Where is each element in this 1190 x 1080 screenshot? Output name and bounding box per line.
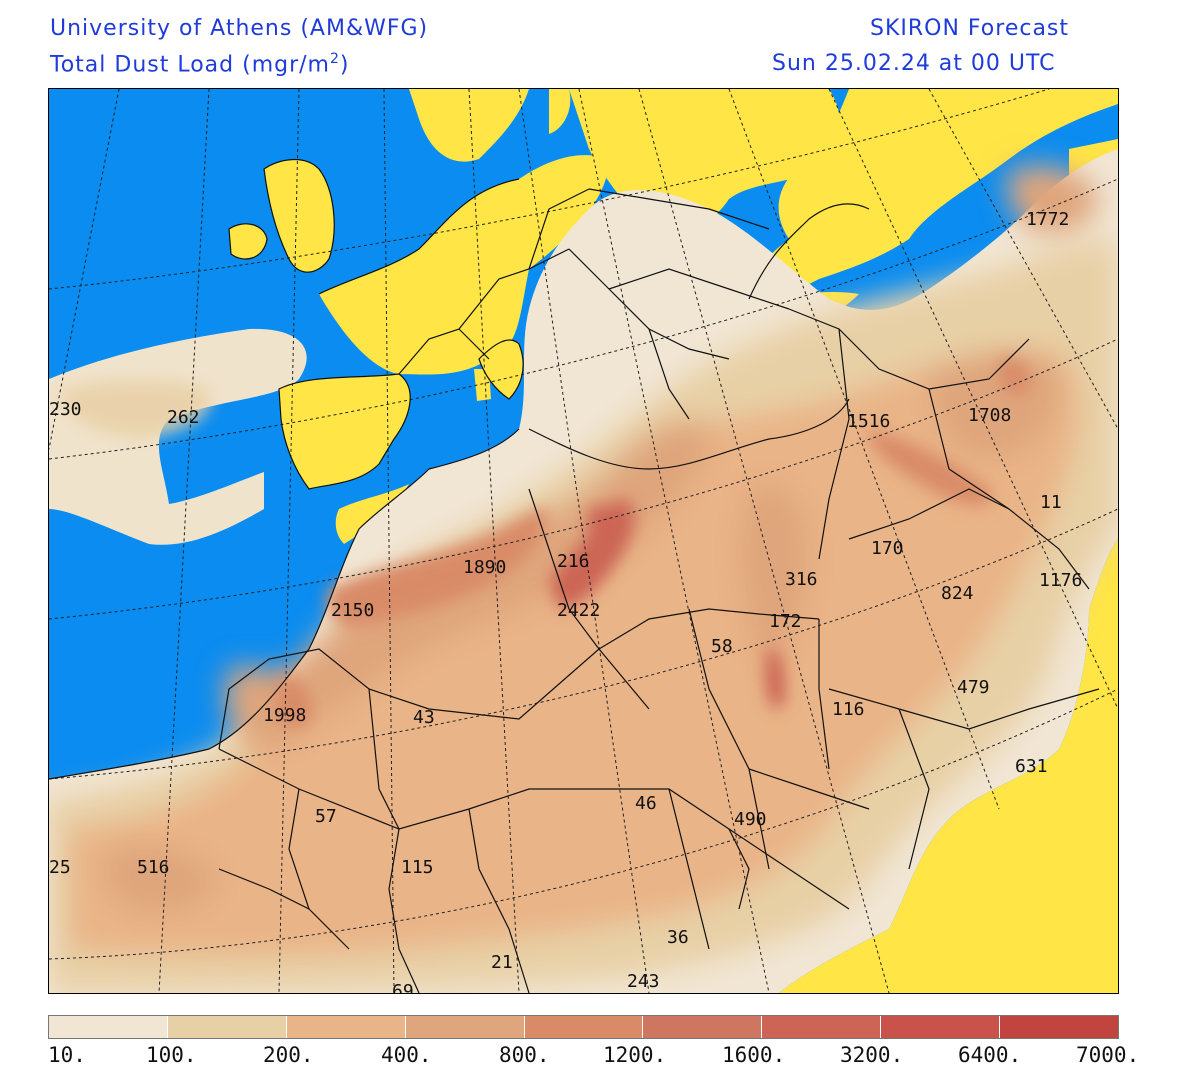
val-243: 243 (627, 971, 660, 992)
val-1998: 1998 (263, 705, 306, 726)
product-title-suffix: ) (339, 52, 350, 78)
legend-swatch-7 (881, 1016, 1001, 1038)
header-model: SKIRON Forecast (870, 16, 1069, 41)
val-516: 516 (137, 857, 170, 878)
valid-time: Sun 25.02.24 at 00 UTC (772, 51, 1056, 76)
val-1772: 1772 (1026, 209, 1069, 230)
val-69: 69 (392, 981, 414, 993)
val-262: 262 (167, 407, 200, 428)
val-58: 58 (711, 636, 733, 657)
legend-label-6400: 6400. (958, 1043, 1022, 1067)
dust-value-labels: 230 262 1772 1516 1708 11 1890 216 170 3… (49, 209, 1082, 993)
val-479: 479 (957, 677, 990, 698)
legend-label-200: 200. (263, 1043, 314, 1067)
val-631: 631 (1015, 756, 1048, 777)
legend-swatch-3 (405, 1016, 525, 1038)
val-116: 116 (832, 699, 865, 720)
val-172: 172 (769, 611, 802, 632)
val-170: 170 (871, 538, 904, 559)
legend-label-1600: 1600. (722, 1043, 786, 1067)
val-21: 21 (491, 952, 513, 973)
country-borders (218, 178, 1100, 993)
dust-load-map: 230 262 1772 1516 1708 11 1890 216 170 3… (48, 88, 1119, 994)
val-230: 230 (49, 399, 82, 420)
org-title: University of Athens (AM&WFG) (50, 16, 429, 41)
legend-swatch-6 (762, 1016, 882, 1038)
legend-label-10: 10. (48, 1043, 86, 1067)
legend-label-100: 100. (146, 1043, 197, 1067)
val-11: 11 (1040, 492, 1062, 513)
atlantic-dust-core (59, 379, 211, 439)
legend-color-bar (48, 1015, 1119, 1039)
map-canvas: 230 262 1772 1516 1708 11 1890 216 170 3… (49, 89, 1118, 993)
legend-label-7000: 7000. (1076, 1043, 1140, 1067)
header-org: University of Athens (AM&WFG) (50, 16, 428, 41)
val-316: 316 (785, 569, 818, 590)
val-1516: 1516 (847, 411, 890, 432)
legend-swatch-8 (1000, 1016, 1119, 1038)
val-490: 490 (734, 809, 767, 830)
val-2422: 2422 (557, 600, 600, 621)
legend-label-3200: 3200. (840, 1043, 904, 1067)
val-824: 824 (941, 583, 974, 604)
val-25: 25 (49, 857, 71, 878)
product-unit-exponent: 2 (329, 51, 340, 67)
val-2150: 2150 (331, 600, 374, 621)
val-1890: 1890 (463, 557, 506, 578)
val-43: 43 (413, 707, 435, 728)
val-36: 36 (667, 927, 689, 948)
dust-intensity-layers (49, 165, 1118, 993)
graticule (49, 89, 1118, 993)
product-title: Total Dust Load (mgr/m (50, 52, 330, 78)
val-216: 216 (557, 551, 590, 572)
legend-swatch-4 (524, 1016, 644, 1038)
legend-label-400: 400. (381, 1043, 432, 1067)
header-product: Total Dust Load (mgr/m2) (50, 51, 350, 77)
legend-swatch-1 (167, 1016, 287, 1038)
val-1708: 1708 (968, 405, 1011, 426)
model-title: SKIRON Forecast (870, 16, 1070, 41)
val-1176: 1176 (1039, 570, 1082, 591)
legend-label-800: 800. (499, 1043, 550, 1067)
legend-swatch-5 (643, 1016, 763, 1038)
val-115: 115 (401, 857, 434, 878)
coastlines (49, 158, 870, 780)
legend-swatch-0 (49, 1016, 168, 1038)
val-46: 46 (635, 793, 657, 814)
legend-label-1200: 1200. (603, 1043, 667, 1067)
val-57: 57 (315, 806, 337, 827)
header-valid-time: Sun 25.02.24 at 00 UTC (772, 51, 1056, 76)
legend-swatch-2 (286, 1016, 406, 1038)
